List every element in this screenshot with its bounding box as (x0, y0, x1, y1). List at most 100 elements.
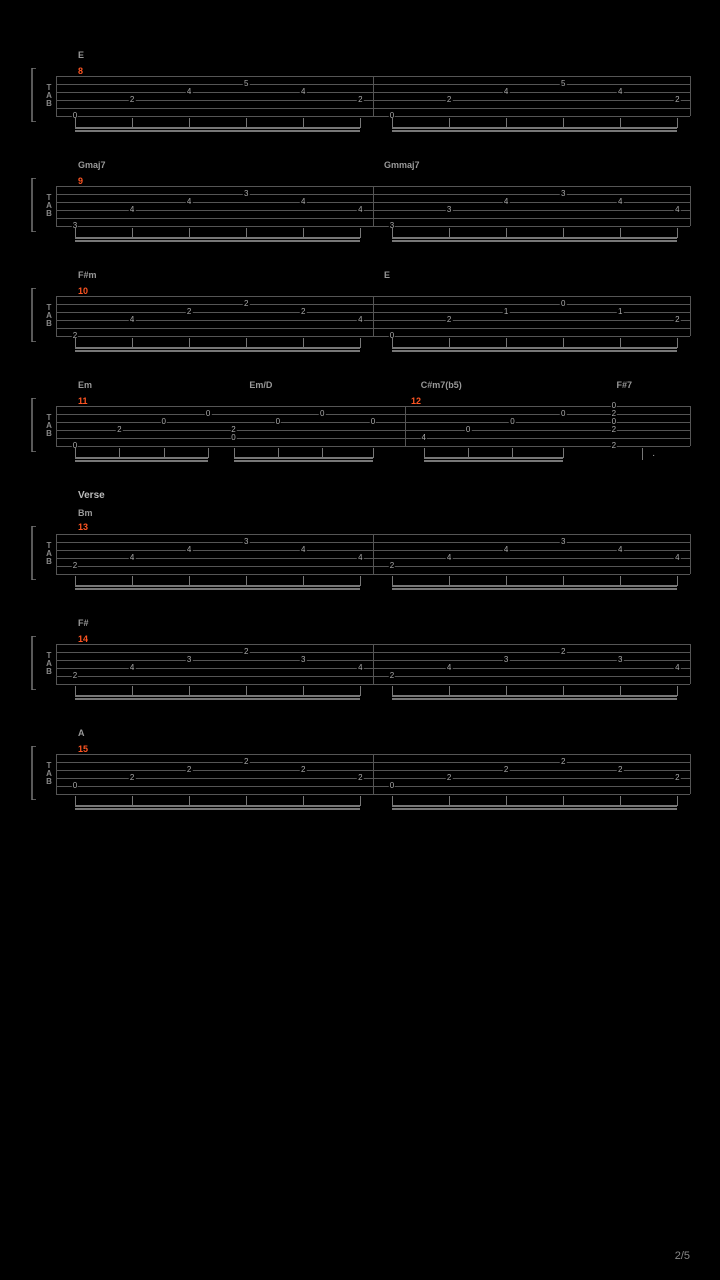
fret-number: 2 (243, 758, 249, 766)
page-number: 2/5 (675, 1250, 690, 1262)
fret-number: 3 (560, 190, 566, 198)
system-bracket (30, 746, 38, 800)
fret-number: 4 (617, 198, 623, 206)
staff-lines: 022222022222 (56, 754, 690, 794)
note-stem (360, 118, 361, 128)
tab-clef: TAB (42, 534, 56, 574)
chord-label: Gmaj7 (78, 160, 106, 170)
bar-number: 11 (78, 396, 88, 406)
beam (75, 127, 360, 129)
fret-number: 4 (186, 198, 192, 206)
beam (424, 460, 563, 462)
bar-number: 14 (78, 634, 88, 644)
fret-number: 4 (357, 316, 363, 324)
tab-system: E8TAB024542024542 (30, 50, 690, 132)
tab-staff: 242224021012 (56, 296, 690, 352)
beam (75, 237, 360, 239)
fret-number: 2 (129, 96, 135, 104)
section-label: Verse (78, 490, 105, 501)
note-stem (360, 686, 361, 696)
staff-lines: 243234243234 (56, 644, 690, 684)
string-line (56, 574, 690, 575)
fret-number: 4 (503, 546, 509, 554)
fret-number: 2 (243, 648, 249, 656)
system-bracket (30, 398, 38, 452)
beam (392, 127, 677, 129)
fret-number: 2 (674, 96, 680, 104)
chord-label: Em/D (249, 380, 272, 390)
staff-wrap: TAB024542024542 (30, 68, 690, 132)
fret-number: 2 (186, 308, 192, 316)
fret-number: 4 (420, 434, 426, 442)
fret-number: 4 (300, 198, 306, 206)
barline (690, 76, 691, 116)
fret-number: 0 (72, 782, 78, 790)
tab-system: F#mE10TAB242224021012 (30, 270, 690, 352)
fret-number: 3 (560, 538, 566, 546)
beam (75, 460, 208, 462)
string-line (56, 406, 690, 407)
barline (56, 186, 57, 226)
fret-number: 4 (300, 88, 306, 96)
tab-staff: 022222022222 (56, 754, 690, 810)
fret-number: 4 (617, 88, 623, 96)
note-stem (563, 448, 564, 458)
beam-row (56, 686, 690, 700)
barline (690, 534, 691, 574)
chord-label: E (78, 50, 84, 60)
bar-number: 12 (411, 396, 421, 406)
fret-number: 4 (503, 198, 509, 206)
beam-row (56, 796, 690, 810)
fret-number: 2 (560, 648, 566, 656)
barline (373, 76, 374, 116)
fret-number: 2 (389, 672, 395, 680)
bar-number: 8 (78, 66, 83, 76)
chord-row: A (78, 728, 690, 744)
beam-row: · (56, 448, 690, 462)
fret-number: 4 (129, 554, 135, 562)
note-stem (677, 228, 678, 238)
beam (75, 805, 360, 807)
tab-page: E8TAB024542024542Gmaj7Gmmaj79TAB34434433… (0, 0, 720, 868)
fret-number: 2 (446, 96, 452, 104)
string-line (56, 414, 690, 415)
chord-row: F# (78, 618, 690, 634)
tab-clef: TAB (42, 406, 56, 446)
tab-staff: 344344334344 (56, 186, 690, 242)
fret-number: 2 (116, 426, 122, 434)
fret-number: 2 (389, 562, 395, 570)
chord-row: Bm (78, 508, 690, 524)
barline (690, 186, 691, 226)
fret-number: 4 (129, 316, 135, 324)
fret-number: 2 (503, 766, 509, 774)
beam (392, 588, 677, 590)
note-stem (208, 448, 209, 458)
beam (75, 585, 360, 587)
fret-number: 1 (503, 308, 509, 316)
fret-number: 5 (560, 80, 566, 88)
string-line (56, 438, 690, 439)
chord-label: E (384, 270, 390, 280)
fret-number: 4 (357, 664, 363, 672)
string-line (56, 226, 690, 227)
barline (690, 296, 691, 336)
tab-system: Gmaj7Gmmaj79TAB344344334344 (30, 160, 690, 242)
tab-system: F#14TAB243234243234 (30, 618, 690, 700)
bar-number: 13 (78, 522, 88, 532)
barline (56, 534, 57, 574)
system-bracket (30, 178, 38, 232)
fret-number: 2 (357, 96, 363, 104)
chord-row: E (78, 50, 690, 66)
beam (75, 457, 208, 459)
barline (373, 754, 374, 794)
system-bracket (30, 636, 38, 690)
fret-number: 3 (503, 656, 509, 664)
beam (392, 240, 677, 242)
beam (75, 240, 360, 242)
beam (392, 350, 677, 352)
string-line (56, 684, 690, 685)
beam (392, 347, 677, 349)
fret-number: 3 (446, 206, 452, 214)
tab-clef: TAB (42, 644, 56, 684)
fret-number: 2 (129, 774, 135, 782)
